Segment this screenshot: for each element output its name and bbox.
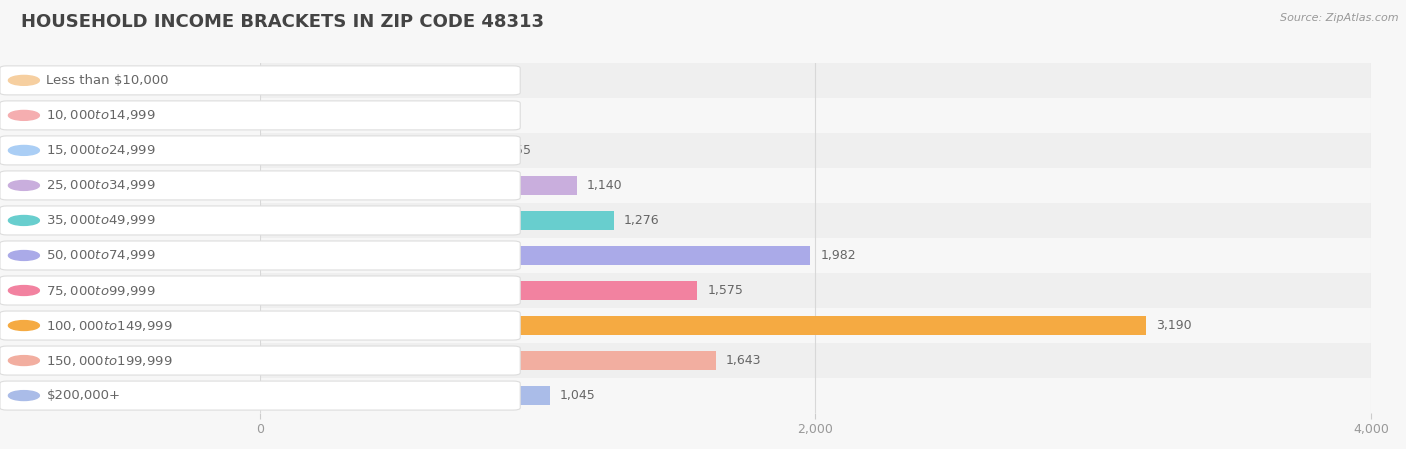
Text: HOUSEHOLD INCOME BRACKETS IN ZIP CODE 48313: HOUSEHOLD INCOME BRACKETS IN ZIP CODE 48… — [21, 13, 544, 31]
Text: 1,643: 1,643 — [725, 354, 762, 367]
Bar — [260, 133, 1371, 168]
Bar — [260, 211, 614, 230]
Text: $200,000+: $200,000+ — [46, 389, 121, 402]
Bar — [260, 71, 411, 90]
Bar — [260, 351, 716, 370]
Text: Less than $10,000: Less than $10,000 — [46, 74, 169, 87]
Text: $50,000 to $74,999: $50,000 to $74,999 — [46, 248, 156, 263]
Bar — [260, 98, 1371, 133]
Bar — [260, 246, 810, 265]
Bar — [260, 238, 1371, 273]
Text: Source: ZipAtlas.com: Source: ZipAtlas.com — [1281, 13, 1399, 23]
Bar — [260, 378, 1371, 413]
Text: $25,000 to $34,999: $25,000 to $34,999 — [46, 178, 156, 193]
Bar — [260, 281, 697, 300]
Bar — [260, 141, 498, 160]
Text: 1,982: 1,982 — [820, 249, 856, 262]
Bar — [260, 316, 1146, 335]
Text: $150,000 to $199,999: $150,000 to $199,999 — [46, 353, 173, 368]
Bar — [260, 386, 550, 405]
Text: $100,000 to $149,999: $100,000 to $149,999 — [46, 318, 173, 333]
Bar — [260, 308, 1371, 343]
Bar — [260, 203, 1371, 238]
Bar — [260, 273, 1371, 308]
Text: 1,276: 1,276 — [624, 214, 659, 227]
Text: 1,575: 1,575 — [707, 284, 742, 297]
Bar — [260, 176, 576, 195]
Bar — [260, 168, 1371, 203]
Bar — [260, 63, 1371, 98]
Text: 855: 855 — [508, 144, 531, 157]
Text: 312: 312 — [357, 109, 380, 122]
Text: $10,000 to $14,999: $10,000 to $14,999 — [46, 108, 156, 123]
Bar — [260, 343, 1371, 378]
Text: 1,045: 1,045 — [560, 389, 596, 402]
Text: $75,000 to $99,999: $75,000 to $99,999 — [46, 283, 156, 298]
Bar — [260, 106, 347, 125]
Text: 3,190: 3,190 — [1156, 319, 1191, 332]
Text: $15,000 to $24,999: $15,000 to $24,999 — [46, 143, 156, 158]
Text: 543: 543 — [420, 74, 444, 87]
Text: 1,140: 1,140 — [586, 179, 621, 192]
Text: $35,000 to $49,999: $35,000 to $49,999 — [46, 213, 156, 228]
